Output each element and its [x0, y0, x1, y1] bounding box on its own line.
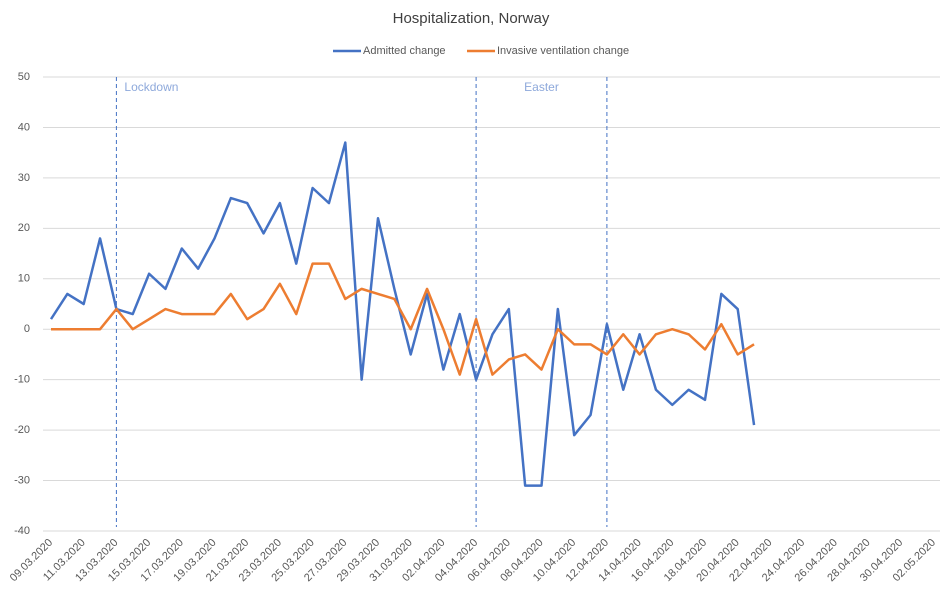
y-tick-label: -30	[14, 474, 30, 486]
series-line	[49, 141, 756, 487]
y-tick-label: 0	[24, 323, 30, 335]
y-tick-label: 30	[18, 172, 30, 184]
y-tick-label: 50	[18, 71, 30, 83]
chart-title: Hospitalization, Norway	[393, 10, 550, 27]
y-tick-label: -10	[14, 374, 30, 386]
y-tick-label: -20	[14, 424, 30, 436]
legend-label: Admitted change	[363, 45, 446, 57]
y-tick-label: 40	[18, 121, 30, 133]
annotation: Easter	[524, 80, 559, 94]
y-tick-label: 10	[18, 273, 30, 285]
y-tick-label: -40	[14, 525, 30, 537]
legend-label: Invasive ventilation change	[497, 45, 629, 57]
y-tick-label: 20	[18, 222, 30, 234]
series-line	[51, 262, 755, 376]
annotation: Lockdown	[124, 80, 178, 94]
